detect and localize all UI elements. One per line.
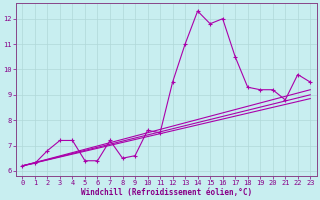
X-axis label: Windchill (Refroidissement éolien,°C): Windchill (Refroidissement éolien,°C) — [81, 188, 252, 197]
